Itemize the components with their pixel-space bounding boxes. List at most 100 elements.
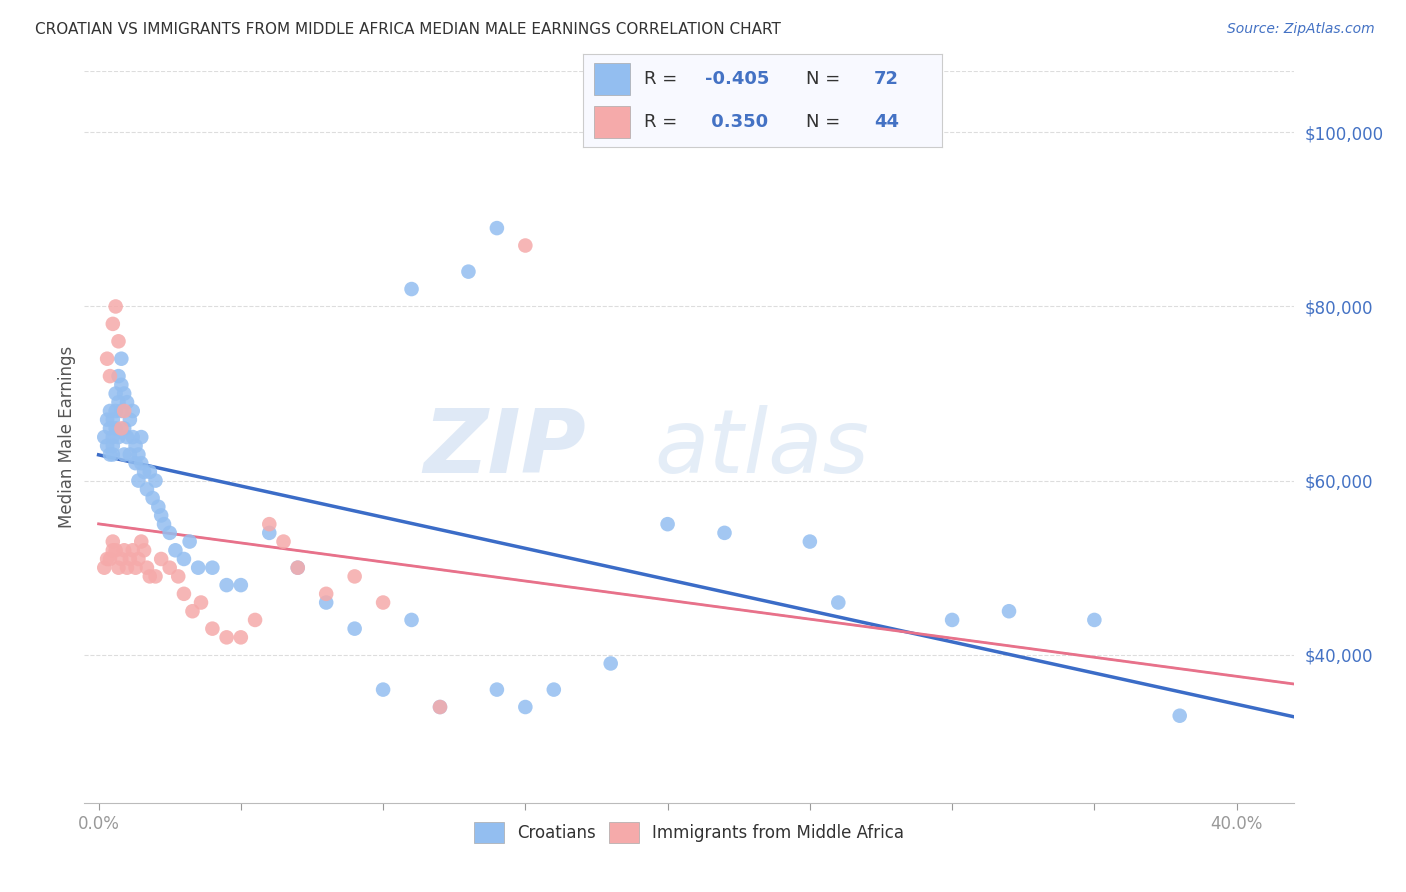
Point <box>343 569 366 583</box>
Point <box>998 604 1021 618</box>
Point <box>96 412 118 426</box>
Text: Source: ZipAtlas.com: Source: ZipAtlas.com <box>1227 22 1375 37</box>
Point <box>1083 613 1105 627</box>
Point <box>107 334 129 349</box>
Point <box>515 700 537 714</box>
Point <box>110 377 132 392</box>
Point <box>93 560 115 574</box>
Y-axis label: Median Male Earnings: Median Male Earnings <box>58 346 76 528</box>
Point <box>315 595 337 609</box>
Text: ZIP: ZIP <box>423 405 586 491</box>
Text: 44: 44 <box>875 113 898 131</box>
Point <box>110 552 132 566</box>
Point <box>132 465 155 479</box>
Point <box>201 622 224 636</box>
Point <box>107 395 129 409</box>
Point <box>485 221 508 235</box>
Text: N =: N = <box>806 113 846 131</box>
Point <box>190 595 212 609</box>
Point <box>118 552 141 566</box>
Point <box>121 543 143 558</box>
Point <box>118 448 141 462</box>
Point <box>107 430 129 444</box>
Point <box>98 448 121 462</box>
Text: N =: N = <box>806 70 846 87</box>
Point <box>139 569 162 583</box>
Text: R =: R = <box>644 70 683 87</box>
Text: atlas: atlas <box>654 405 869 491</box>
Point <box>132 543 155 558</box>
Point <box>259 517 281 532</box>
Point <box>827 595 849 609</box>
Point <box>101 317 124 331</box>
Legend: Croatians, Immigrants from Middle Africa: Croatians, Immigrants from Middle Africa <box>467 815 911 849</box>
Point <box>98 369 121 384</box>
Point <box>112 386 135 401</box>
Point <box>145 474 167 488</box>
Text: -0.405: -0.405 <box>706 70 769 87</box>
Point <box>657 517 679 532</box>
FancyBboxPatch shape <box>595 63 630 95</box>
Point <box>159 525 181 540</box>
Point <box>104 300 127 314</box>
Point <box>713 525 735 540</box>
Point <box>124 560 146 574</box>
Point <box>124 439 146 453</box>
Point <box>401 613 423 627</box>
Point <box>127 448 149 462</box>
Point <box>485 682 508 697</box>
Point <box>139 465 162 479</box>
Point <box>167 569 190 583</box>
Point <box>101 430 124 444</box>
Point <box>229 631 252 645</box>
Point <box>115 430 138 444</box>
Point <box>96 552 118 566</box>
Point <box>101 543 124 558</box>
FancyBboxPatch shape <box>595 106 630 138</box>
Point <box>104 421 127 435</box>
Point <box>1168 708 1191 723</box>
Point <box>112 448 135 462</box>
Point <box>599 657 621 671</box>
Point <box>129 456 152 470</box>
Point <box>259 525 281 540</box>
Point <box>371 682 394 697</box>
Point <box>112 404 135 418</box>
Point <box>101 534 124 549</box>
Point <box>148 500 170 514</box>
Point <box>118 412 141 426</box>
Point <box>98 404 121 418</box>
Point <box>229 578 252 592</box>
Point <box>96 351 118 366</box>
Point <box>287 560 309 574</box>
Point <box>150 508 173 523</box>
Point <box>101 439 124 453</box>
Point <box>101 412 124 426</box>
Point <box>110 421 132 435</box>
Point <box>121 404 143 418</box>
Point <box>165 543 187 558</box>
Point <box>401 282 423 296</box>
Point <box>107 369 129 384</box>
Point <box>98 552 121 566</box>
Point <box>159 560 181 574</box>
Point <box>287 560 309 574</box>
Text: R =: R = <box>644 113 683 131</box>
Point <box>429 700 451 714</box>
Point <box>543 682 565 697</box>
Point <box>215 631 238 645</box>
Point <box>112 421 135 435</box>
Point <box>429 700 451 714</box>
Point <box>799 534 821 549</box>
Point <box>129 430 152 444</box>
Point <box>96 439 118 453</box>
Text: CROATIAN VS IMMIGRANTS FROM MIDDLE AFRICA MEDIAN MALE EARNINGS CORRELATION CHART: CROATIAN VS IMMIGRANTS FROM MIDDLE AFRIC… <box>35 22 780 37</box>
Point <box>127 552 149 566</box>
Point <box>173 587 195 601</box>
Point <box>343 622 366 636</box>
Point <box>127 474 149 488</box>
Point <box>153 517 176 532</box>
Point <box>142 491 165 505</box>
Point <box>112 543 135 558</box>
Point <box>107 560 129 574</box>
